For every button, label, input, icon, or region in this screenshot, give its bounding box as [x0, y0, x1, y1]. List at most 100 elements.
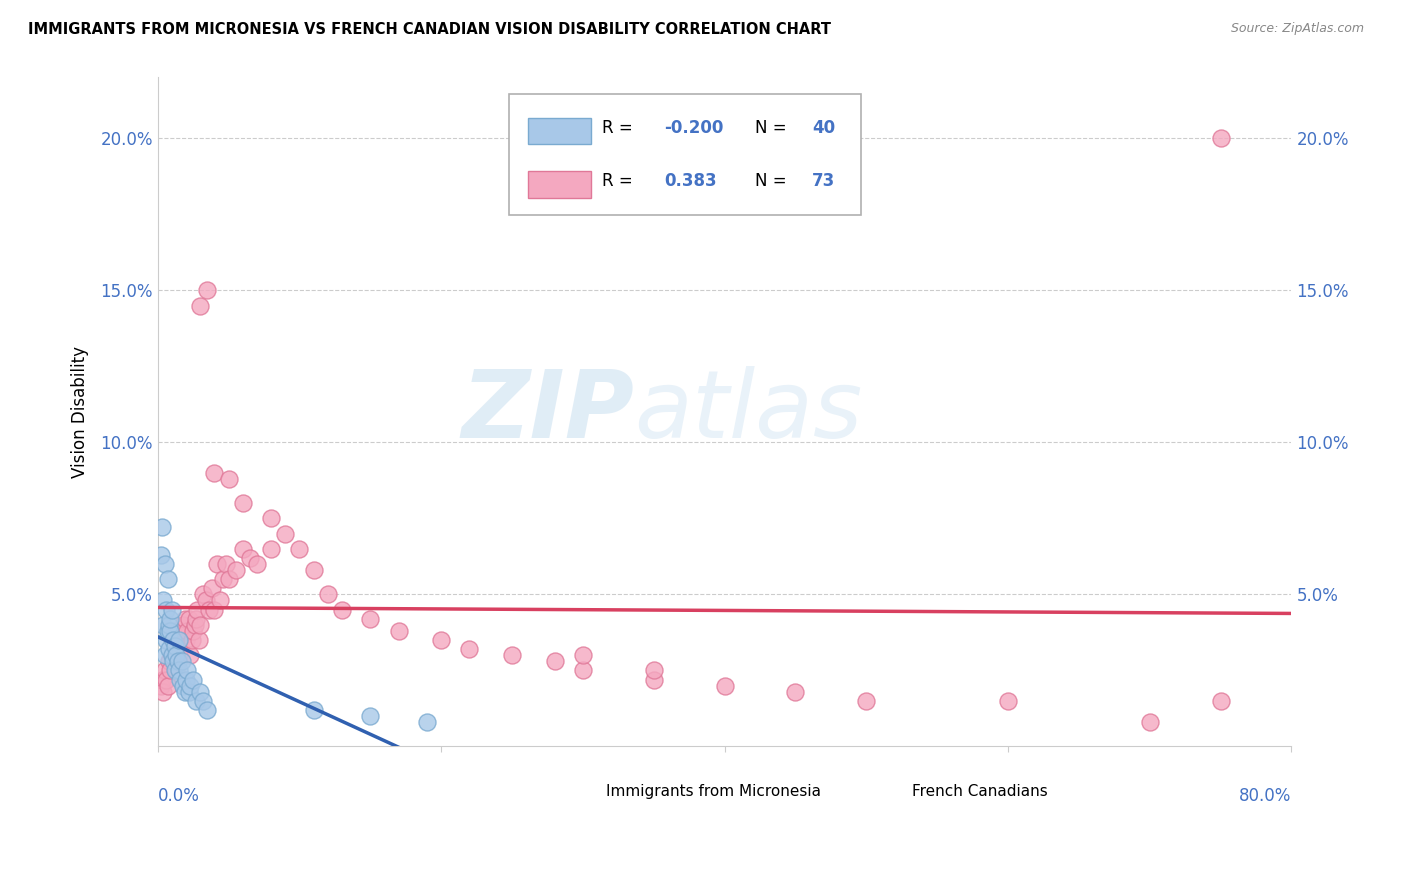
Point: [169, 632, 191, 647]
Point: [232, 541, 254, 556]
Point: [162, 624, 184, 638]
Point: [194, 593, 217, 607]
Point: [302, 703, 325, 717]
Point: [184, 612, 207, 626]
Point: [162, 654, 184, 668]
Point: [177, 684, 200, 698]
Text: N =: N =: [755, 172, 792, 190]
Point: [188, 684, 211, 698]
Point: [302, 563, 325, 577]
Point: [713, 679, 735, 693]
Point: [212, 572, 235, 586]
Point: [167, 648, 190, 663]
Point: [163, 642, 186, 657]
Y-axis label: Vision Disability: Vision Disability: [72, 346, 89, 478]
Point: [160, 648, 183, 663]
Point: [163, 664, 186, 678]
Point: [153, 557, 176, 571]
Point: [150, 520, 173, 534]
Point: [458, 642, 481, 657]
Point: [188, 617, 211, 632]
Point: [165, 648, 187, 663]
Text: Immigrants from Micronesia: Immigrants from Micronesia: [606, 784, 821, 798]
Point: [260, 511, 283, 525]
Point: [176, 624, 198, 638]
Point: [239, 550, 262, 565]
Point: [1209, 131, 1232, 145]
Point: [1209, 694, 1232, 708]
Point: [170, 654, 193, 668]
Point: [156, 679, 179, 693]
Point: [173, 612, 195, 626]
Point: [430, 632, 453, 647]
Point: [183, 617, 205, 632]
Bar: [860, 783, 900, 800]
Point: [181, 673, 204, 687]
Point: [172, 617, 194, 632]
Point: [330, 602, 353, 616]
Point: [572, 664, 595, 678]
Point: [152, 617, 174, 632]
Point: [501, 648, 523, 663]
Point: [200, 582, 222, 596]
Text: N =: N =: [755, 119, 792, 136]
Bar: [529, 118, 591, 145]
Point: [195, 283, 218, 297]
Text: 0.0%: 0.0%: [157, 787, 200, 805]
Point: [191, 587, 214, 601]
Text: 40: 40: [811, 119, 835, 136]
Text: French Canadians: French Canadians: [911, 784, 1047, 798]
Point: [153, 664, 176, 678]
Point: [157, 642, 180, 657]
Point: [149, 679, 172, 693]
Point: [162, 632, 184, 647]
Point: [169, 673, 191, 687]
Point: [152, 684, 174, 698]
Point: [176, 664, 198, 678]
Point: [163, 639, 186, 653]
Point: [215, 557, 238, 571]
Point: [232, 496, 254, 510]
Text: 80.0%: 80.0%: [1239, 787, 1292, 805]
Bar: [554, 783, 595, 800]
Point: [159, 612, 181, 626]
Point: [207, 557, 229, 571]
Point: [150, 673, 173, 687]
Point: [155, 632, 177, 647]
Point: [188, 298, 211, 312]
Point: [288, 541, 311, 556]
Point: [179, 679, 201, 693]
Point: [179, 648, 201, 663]
Point: [187, 632, 209, 647]
Point: [643, 673, 665, 687]
Point: [195, 703, 218, 717]
Point: [149, 548, 172, 562]
Text: 73: 73: [811, 172, 835, 190]
Point: [170, 624, 193, 638]
FancyBboxPatch shape: [509, 95, 860, 215]
Point: [172, 679, 194, 693]
Point: [155, 602, 177, 616]
Point: [359, 612, 381, 626]
Point: [225, 563, 247, 577]
Point: [184, 694, 207, 708]
Point: [166, 654, 188, 668]
Point: [388, 624, 411, 638]
Point: [152, 593, 174, 607]
Point: [166, 654, 188, 668]
Point: [160, 602, 183, 616]
Point: [218, 472, 240, 486]
Point: [174, 632, 197, 647]
Point: [159, 664, 181, 678]
Point: [159, 624, 181, 638]
Text: atlas: atlas: [634, 367, 862, 458]
Text: Source: ZipAtlas.com: Source: ZipAtlas.com: [1230, 22, 1364, 36]
Point: [173, 684, 195, 698]
Point: [167, 632, 190, 647]
Point: [167, 664, 190, 678]
Point: [359, 709, 381, 723]
Text: 0.383: 0.383: [665, 172, 717, 190]
Point: [174, 673, 197, 687]
Point: [202, 466, 225, 480]
Point: [156, 572, 179, 586]
